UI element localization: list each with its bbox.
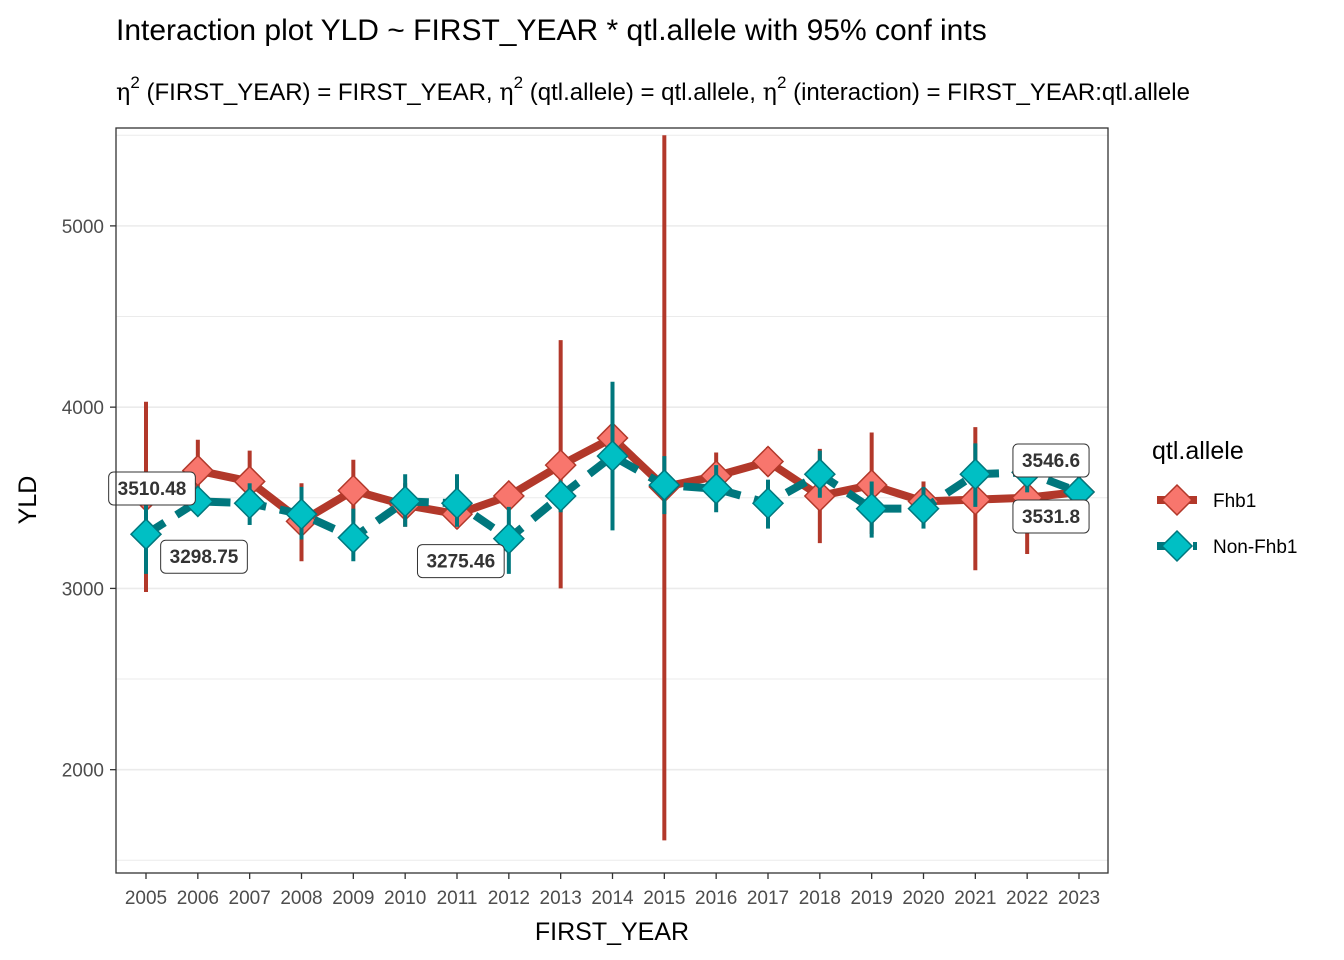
legend-title: qtl.allele: [1152, 437, 1244, 465]
x-tick-label: 2021: [954, 888, 996, 909]
legend-label: Fhb1: [1213, 491, 1256, 512]
data-point: [233, 487, 266, 520]
axes-layer: 2000 3000 4000 5000 2005 2006 2007 2008 2009 2010…: [62, 127, 1109, 909]
data-point: [440, 487, 474, 520]
value-label-text: 3298.75: [170, 547, 239, 568]
plot-panel: [116, 134, 1108, 861]
value-label-text: 3510.48: [118, 479, 187, 500]
data-point: [544, 479, 577, 513]
legend-item-fhb1: Fhb1: [1157, 483, 1256, 517]
y-tick-label: 2000: [62, 761, 104, 782]
annotation-layer: 3510.48 3298.75 3275.46 3546.6 3531.8: [108, 443, 1090, 579]
legend-item-non-fhb1: Non-Fhb1: [1157, 529, 1298, 563]
chart-title: Interaction plot YLD ~ FIRST_YEAR * qtl.…: [116, 14, 987, 47]
data-point: [751, 445, 785, 478]
x-tick-label: 2015: [643, 888, 685, 909]
subtitle-part-3: (interaction) = FIRST_YEAR:qtl.allele: [786, 79, 1190, 106]
value-label: 3275.46: [416, 544, 505, 579]
series-non-fhb1: [129, 381, 1096, 574]
x-tick-label: 2020: [902, 888, 944, 909]
data-point: [337, 474, 370, 507]
data-point: [959, 458, 992, 491]
value-label-box: [1012, 443, 1090, 478]
data-point: [907, 492, 940, 525]
value-label-text: 3531.8: [1022, 507, 1080, 528]
superscript-2: 2: [514, 73, 523, 92]
data-point: [596, 440, 629, 473]
x-tick-label: 2009: [332, 888, 374, 909]
data-point: [855, 492, 888, 525]
x-tick-label: 2010: [384, 888, 426, 909]
data-point: [389, 485, 422, 518]
legend-label: Non-Fhb1: [1213, 537, 1298, 558]
x-tick-label: 2022: [1006, 888, 1048, 909]
x-tick-label: 2013: [540, 888, 582, 909]
x-tick-label: 2016: [695, 888, 737, 909]
chart-subtitle: η2 (FIRST_YEAR) = FIRST_YEAR, η2 (qtl.al…: [116, 73, 1190, 106]
y-tick-label: 3000: [62, 579, 104, 600]
value-label: 3531.8: [1012, 499, 1090, 534]
x-tick-label: 2018: [799, 888, 841, 909]
value-label: 3546.6: [1012, 443, 1090, 478]
x-tick-label: 2014: [591, 888, 634, 909]
eta-symbol: η: [499, 78, 513, 106]
data-point: [700, 472, 733, 505]
legend: qtl.allele Fhb1 Non-Fhb1: [1152, 437, 1298, 563]
data-point: [337, 521, 370, 554]
x-tick-label: 2005: [125, 888, 167, 909]
value-label-box: [1012, 499, 1090, 534]
x-tick-label: 2011: [437, 888, 478, 909]
superscript-2: 2: [777, 73, 786, 92]
data-point: [129, 518, 163, 551]
eta-symbol: η: [116, 78, 130, 106]
y-tick-label: 4000: [62, 398, 104, 419]
x-tick-label: 2008: [280, 888, 322, 909]
x-tick-label: 2017: [747, 888, 789, 909]
x-tick-label: 2006: [177, 888, 219, 909]
value-label-text: 3546.6: [1022, 451, 1080, 472]
subtitle-part-1: (FIRST_YEAR) = FIRST_YEAR,: [140, 79, 499, 106]
superscript-2: 2: [130, 73, 139, 92]
x-tick-label: 2007: [229, 888, 271, 909]
legend-key-marker: [1160, 483, 1194, 517]
eta-symbol: η: [763, 78, 777, 106]
value-label: 3298.75: [160, 539, 248, 574]
x-tick-label: 2012: [488, 888, 530, 909]
y-tick-label: 5000: [62, 217, 104, 238]
value-label-box: [160, 539, 248, 574]
data-point: [285, 498, 318, 531]
x-tick-label: 2023: [1058, 888, 1100, 909]
data-point: [803, 458, 836, 491]
value-label-box: [416, 544, 505, 579]
series-layer: [129, 135, 1096, 841]
subtitle-part-2: (qtl.allele) = qtl.allele,: [523, 79, 762, 106]
y-axis-title: YLD: [14, 476, 42, 525]
value-label-text: 3275.46: [426, 552, 495, 573]
value-label-box: [108, 471, 196, 506]
x-tick-label: 2019: [851, 888, 893, 909]
legend-key-marker: [1160, 529, 1194, 563]
data-point: [751, 487, 785, 520]
value-label: 3510.48: [108, 471, 196, 506]
data-point: [648, 469, 681, 502]
x-axis-title: FIRST_YEAR: [535, 918, 689, 946]
